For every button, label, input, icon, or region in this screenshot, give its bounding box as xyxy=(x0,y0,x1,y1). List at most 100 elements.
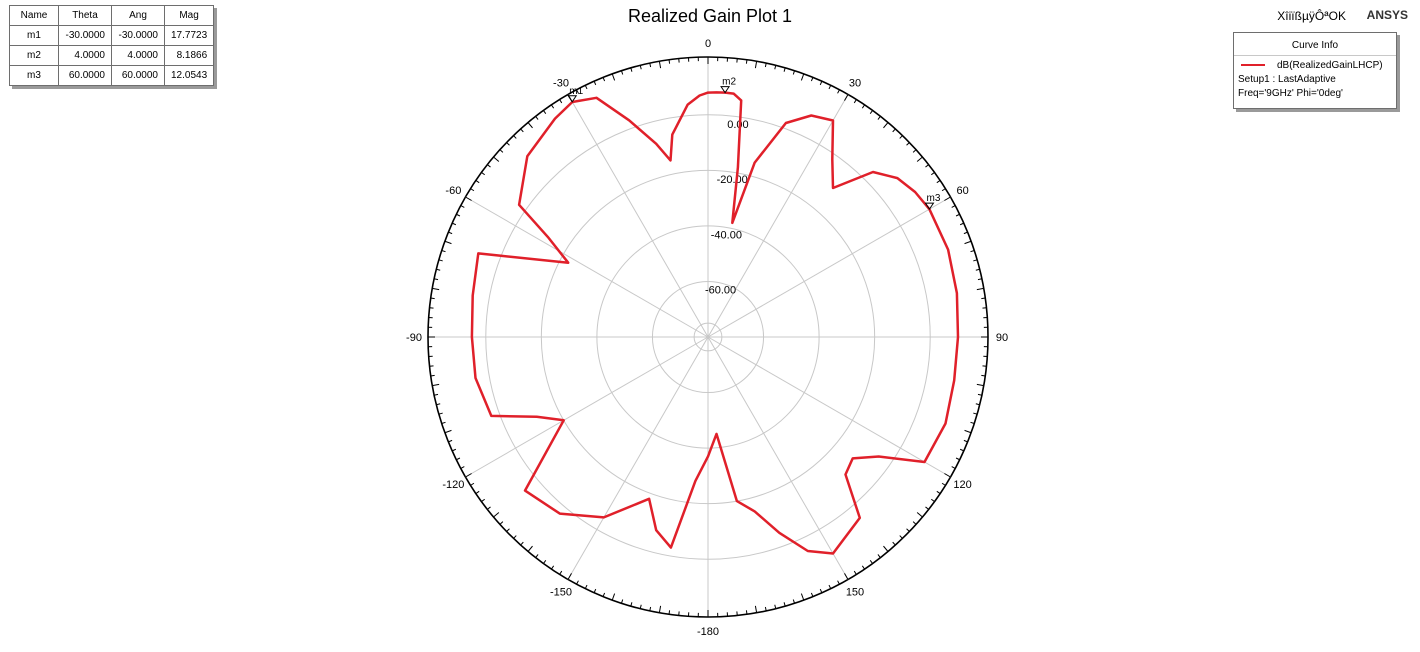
marker-table: Name Theta Ang Mag m1 -30.0000 -30.0000 … xyxy=(9,5,215,86)
angle-label: -180 xyxy=(697,626,719,638)
header-theta: Theta xyxy=(58,5,112,26)
angle-labels: 0 30 60 90 120 150 -180 -150 -120 -90 -60 -30 xyxy=(406,38,1008,638)
angle-tick xyxy=(810,592,814,597)
angle-tick xyxy=(964,429,972,434)
marker-mag: 12.0543 xyxy=(163,65,215,86)
angle-label: 150 xyxy=(846,587,864,599)
marker-glyphs: m1 m2 m3 xyxy=(567,77,941,211)
angle-tick xyxy=(899,135,903,139)
marker-theta: -30.0000 xyxy=(58,25,112,46)
angle-tick xyxy=(906,528,910,532)
angle-tick xyxy=(916,156,923,162)
angle-tick xyxy=(481,172,486,176)
marker-row[interactable]: m2 4.0000 4.0000 8.1866 xyxy=(9,45,215,66)
angle-tick xyxy=(959,448,964,452)
legend-entry[interactable]: dB(RealizedGainLHCP) xyxy=(1234,59,1396,73)
angle-label: 30 xyxy=(849,77,861,89)
angle-tick xyxy=(576,580,579,585)
angle-tick xyxy=(593,81,597,86)
angle-tick xyxy=(506,528,510,532)
angle-tick xyxy=(944,196,951,201)
legend-sweep: Freq='9GHz' Phi='0deg' xyxy=(1238,88,1343,99)
angle-tick xyxy=(535,116,539,120)
angle-tick xyxy=(611,73,616,81)
angle-label: -150 xyxy=(550,587,572,599)
angle-tick xyxy=(861,565,865,570)
angle-tick xyxy=(941,482,946,486)
angle-tick xyxy=(456,213,461,217)
angle-tick xyxy=(649,606,652,611)
angle-label: 0 xyxy=(705,38,711,50)
angle-tick xyxy=(906,142,910,146)
angle-tick xyxy=(506,142,510,146)
angle-tick xyxy=(975,403,980,406)
angle-tick xyxy=(774,65,777,70)
grid-spoke xyxy=(707,336,849,580)
angle-tick xyxy=(930,172,935,176)
angle-tick xyxy=(977,393,982,396)
marker-triangle xyxy=(924,202,935,211)
angle-tick xyxy=(444,240,452,245)
angle-tick xyxy=(527,122,533,129)
angle-label: -120 xyxy=(442,479,464,491)
marker-row[interactable]: m3 60.0000 60.0000 12.0543 xyxy=(9,65,215,86)
angle-tick xyxy=(436,403,441,406)
marker-mag: 17.7723 xyxy=(163,25,215,46)
angle-tick xyxy=(432,287,440,291)
gain-trace xyxy=(470,91,960,555)
angle-tick xyxy=(792,70,796,75)
angle-tick xyxy=(944,473,951,478)
marker-label: m3 xyxy=(926,193,940,204)
angle-tick xyxy=(912,149,917,153)
angle-tick xyxy=(764,63,767,68)
angle-tick xyxy=(602,77,606,82)
angle-tick xyxy=(892,541,896,546)
angle-tick xyxy=(444,429,452,434)
marker-triangle xyxy=(720,86,731,94)
angle-tick xyxy=(981,374,986,377)
angle-tick xyxy=(792,599,796,604)
marker-row[interactable]: m1 -30.0000 -30.0000 17.7723 xyxy=(9,25,215,46)
marker-name: m1 xyxy=(9,25,59,46)
angle-tick xyxy=(639,604,642,609)
marker-ang: -30.0000 xyxy=(111,25,165,46)
angle-tick xyxy=(639,65,642,70)
angle-tick xyxy=(754,605,758,613)
angle-label: 60 xyxy=(956,185,968,197)
angle-tick xyxy=(475,180,480,184)
angle-tick xyxy=(499,521,504,525)
angle-tick xyxy=(430,297,435,300)
angle-tick xyxy=(436,268,441,271)
angle-tick xyxy=(527,545,533,552)
angle-tick xyxy=(941,188,946,192)
angle-tick xyxy=(649,63,652,68)
angle-tick xyxy=(441,249,446,253)
angle-tick xyxy=(520,541,524,546)
curve-info-legend[interactable]: Curve Info dB(RealizedGainLHCP) Setup1 :… xyxy=(1233,32,1397,109)
angle-tick xyxy=(513,535,517,539)
angle-tick xyxy=(869,559,873,564)
angle-tick xyxy=(837,580,840,585)
polar-grid xyxy=(427,56,989,618)
ansys-logo: ANSYS xyxy=(1366,8,1408,22)
chart-title: Realized Gain Plot 1 xyxy=(627,6,793,26)
angle-tick xyxy=(977,278,982,281)
marker-label: m2 xyxy=(722,77,736,88)
angle-tick xyxy=(745,610,748,615)
angle-tick xyxy=(465,473,472,478)
grid-spoke xyxy=(707,94,849,338)
angle-tick xyxy=(584,584,588,589)
angle-tick xyxy=(951,205,956,208)
angle-tick xyxy=(877,554,881,558)
angle-tick xyxy=(783,67,786,72)
angle-tick xyxy=(844,573,849,580)
angle-label: 120 xyxy=(953,479,971,491)
angle-tick xyxy=(487,506,491,510)
angle-tick xyxy=(869,110,873,115)
angle-tick xyxy=(930,498,935,502)
angle-tick xyxy=(543,110,547,115)
angle-tick xyxy=(964,240,972,245)
angle-tick xyxy=(936,180,941,184)
angle-tick xyxy=(955,457,960,461)
